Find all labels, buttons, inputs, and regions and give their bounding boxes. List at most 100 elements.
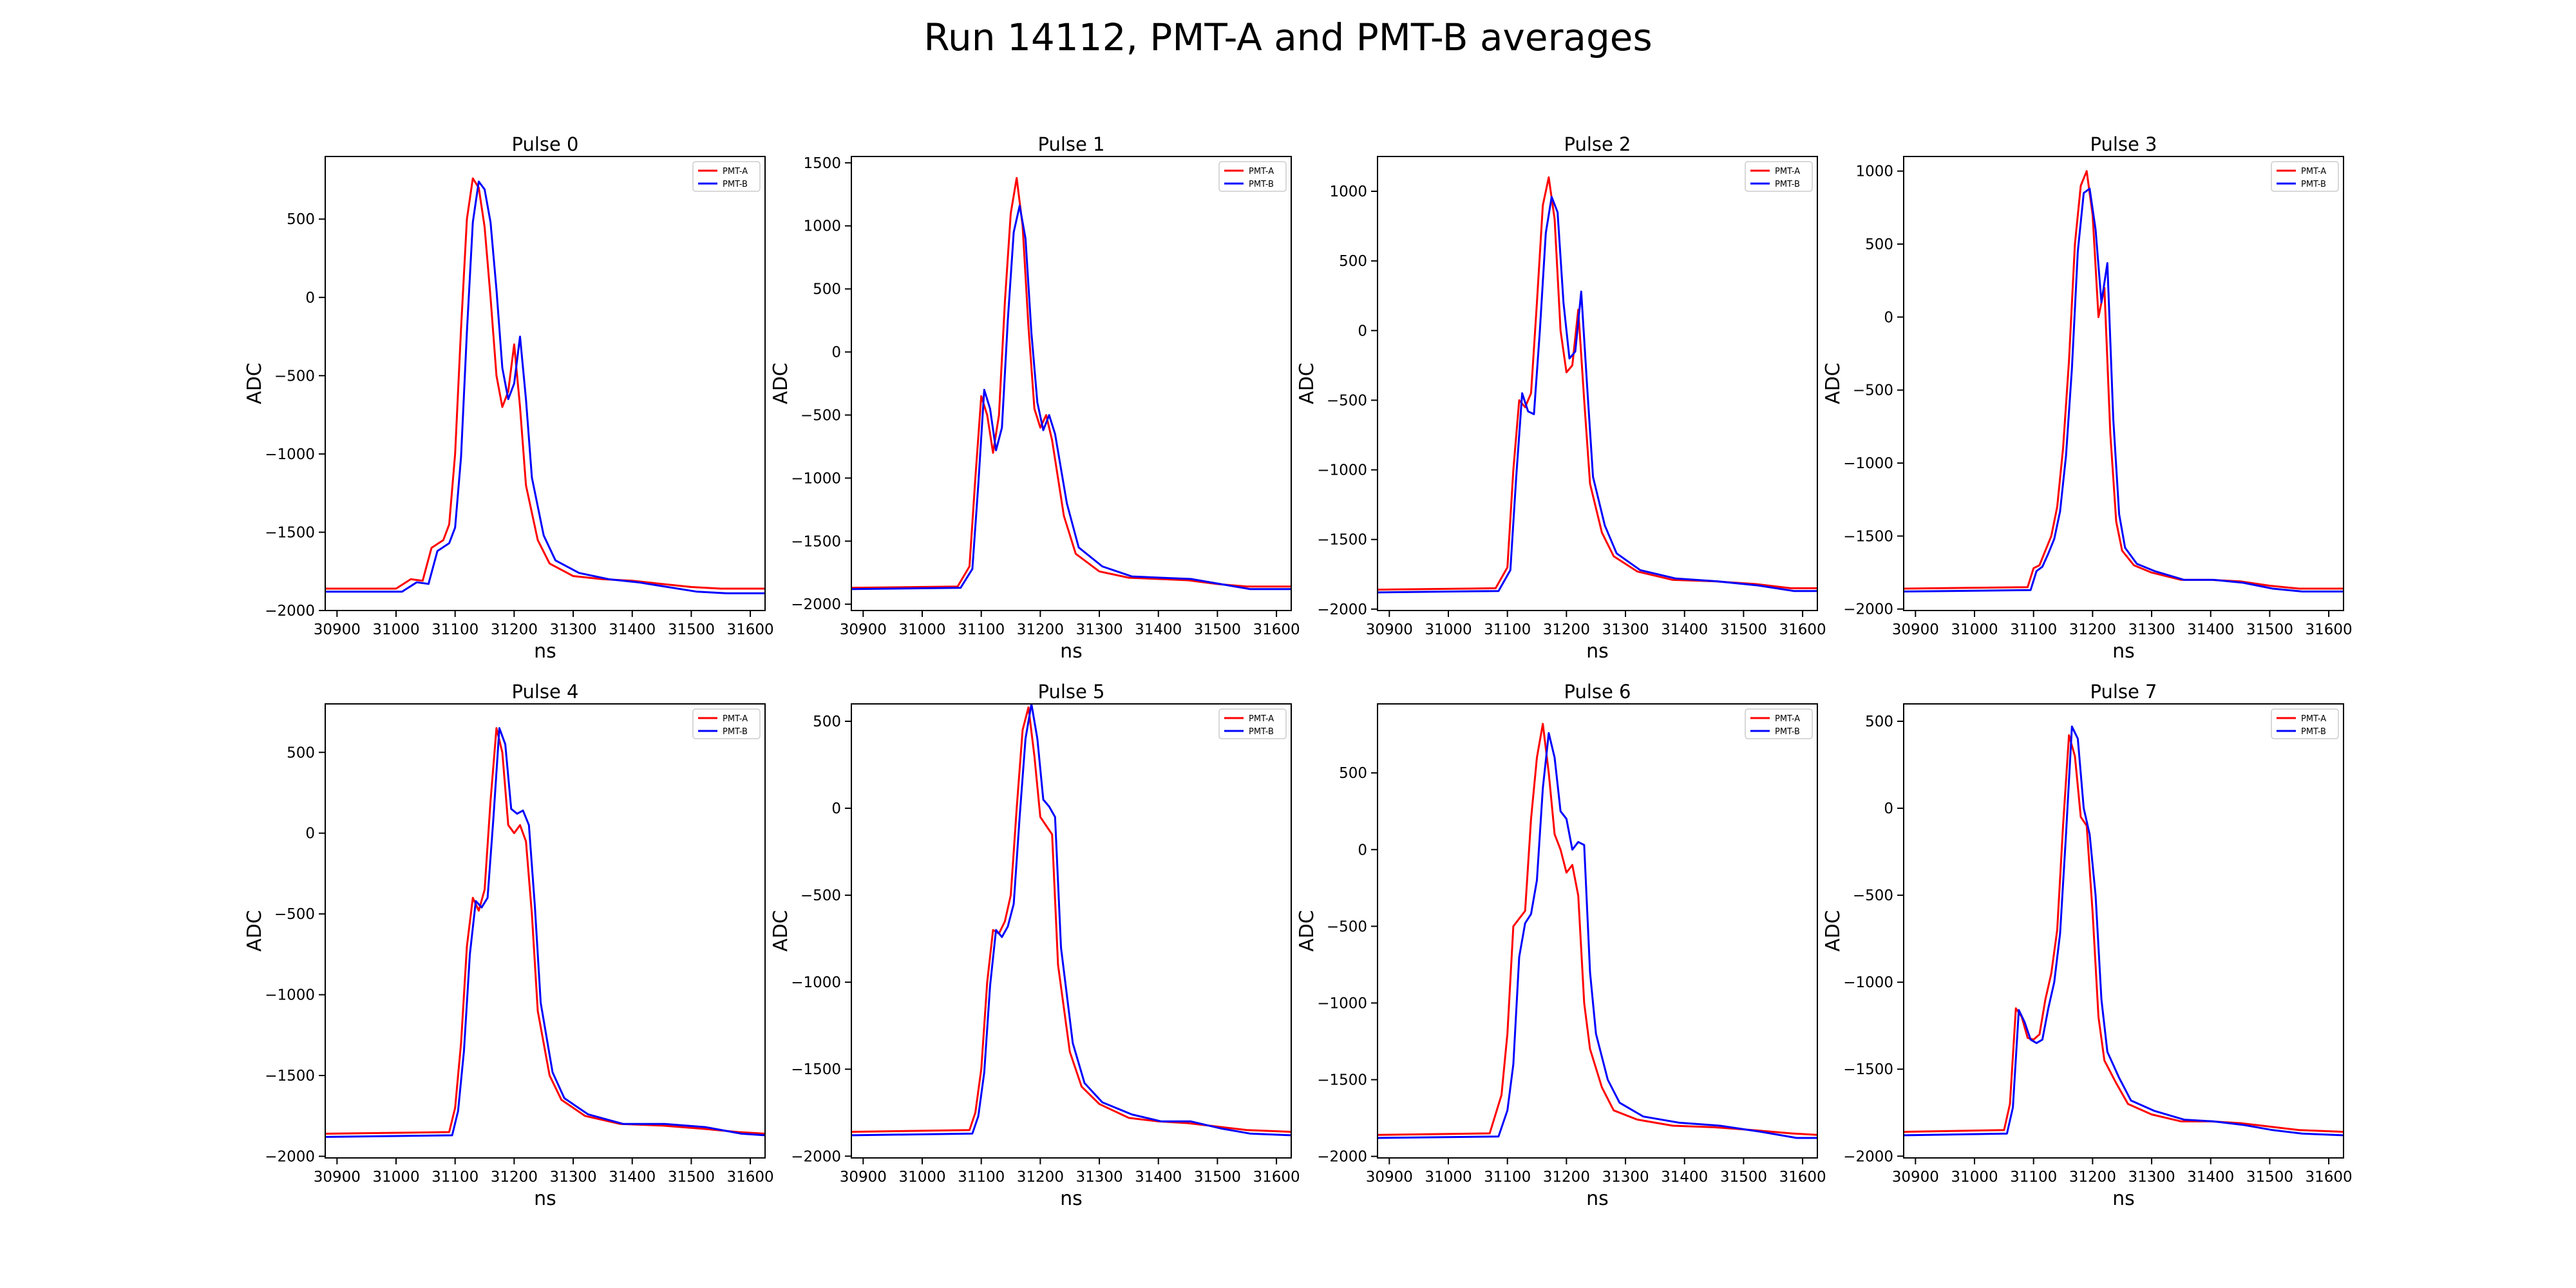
series-line-pmt-a (1904, 170, 2344, 590)
legend: PMT-A PMT-B (1218, 161, 1287, 192)
legend-label: PMT-B (2301, 180, 2326, 189)
x-tick-label: 31000 (1425, 1169, 1472, 1186)
y-tick-label: −1000 (1317, 995, 1367, 1012)
series-line-pmt-a (1378, 723, 1817, 1136)
y-tick-label: −2000 (1843, 1148, 1893, 1165)
legend: PMT-A PMT-B (692, 161, 761, 192)
series-line-pmt-b (851, 704, 1291, 1137)
y-tick-label: 500 (1865, 714, 1893, 730)
y-axis-label: ADC (770, 910, 792, 952)
panel-6: 30900 31000 31100 31200 31300 31400 31500 31600… (1296, 681, 1826, 1210)
legend-label: PMT-B (723, 727, 748, 737)
y-tick-label: 500 (287, 744, 315, 761)
y-tick-label: −1500 (265, 524, 315, 541)
y-tick-label: −1000 (1317, 462, 1367, 479)
x-tick-label: 31200 (1017, 1169, 1064, 1186)
y-tick-label: 1500 (803, 155, 841, 172)
legend-label: PMT-B (1249, 727, 1274, 737)
legend-label: PMT-A (723, 714, 748, 724)
x-tick-label: 31500 (1720, 1169, 1767, 1186)
series-line-pmt-b (1378, 732, 1817, 1139)
series-line-pmt-b (325, 727, 765, 1138)
y-axis-label: ADC (1296, 910, 1318, 952)
panel-title: Pulse 5 (1037, 681, 1104, 703)
legend-label: PMT-A (1775, 167, 1800, 176)
panel-1: 30900 31000 31100 31200 31300 31400 31500 31600… (770, 133, 1300, 663)
x-tick-label: 31500 (2246, 1169, 2293, 1186)
x-tick-label: 31400 (1661, 1169, 1708, 1186)
y-tick-label: −1500 (1317, 1072, 1367, 1089)
series-line-pmt-b (325, 180, 765, 594)
x-tick-label: 31200 (1543, 1169, 1590, 1186)
y-tick-label: −500 (800, 887, 841, 904)
series-line-pmt-a (1378, 176, 1817, 591)
panel-7: 30900 31000 31100 31200 31300 31400 31500 31600… (1822, 681, 2353, 1210)
y-tick-label: −1000 (791, 974, 841, 991)
y-tick-label: 0 (1884, 800, 1893, 817)
y-tick-label: −1500 (1317, 532, 1367, 549)
x-axis-label: ns (1586, 640, 1609, 663)
x-axis-label: ns (534, 640, 556, 663)
x-tick-label: 31400 (1135, 621, 1182, 638)
y-tick-label: −1000 (1843, 974, 1893, 991)
y-tick-label: 0 (1358, 842, 1367, 858)
y-tick-label: −1500 (791, 1061, 841, 1078)
series-line-pmt-a (325, 727, 765, 1135)
x-tick-label: 31600 (726, 1169, 773, 1186)
x-tick-label: 31300 (1075, 621, 1122, 638)
x-tick-label: 31000 (1425, 621, 1472, 638)
y-tick-label: 500 (1865, 236, 1893, 253)
y-tick-label: 0 (831, 800, 841, 817)
x-tick-label: 31300 (2128, 621, 2175, 638)
legend-label: PMT-A (1775, 714, 1800, 724)
x-tick-label: 30900 (1366, 1169, 1413, 1186)
y-tick-label: −500 (274, 368, 315, 384)
y-tick-label: −500 (1327, 918, 1367, 935)
x-tick-label: 31000 (1951, 1169, 1998, 1186)
x-tick-label: 31100 (1484, 621, 1531, 638)
x-tick-label: 31300 (549, 1169, 596, 1186)
y-tick-label: −2000 (791, 1148, 841, 1165)
x-axis-label: ns (1060, 1188, 1083, 1210)
x-axis-label: ns (1060, 640, 1083, 663)
y-tick-label: −500 (1853, 383, 1893, 399)
x-tick-label: 31400 (2187, 621, 2234, 638)
x-tick-label: 31400 (2187, 1169, 2234, 1186)
y-tick-label: 1000 (1855, 164, 1893, 180)
plot-frame (851, 156, 1292, 611)
y-tick-label: −500 (274, 906, 315, 923)
series-line-pmt-b (851, 204, 1291, 591)
legend-label: PMT-A (2301, 167, 2326, 176)
y-tick-label: 1000 (803, 218, 841, 235)
panel-title: Pulse 7 (2090, 681, 2157, 703)
x-tick-label: 31200 (2069, 621, 2116, 638)
legend: PMT-A PMT-B (2271, 161, 2339, 192)
y-tick-label: 0 (1884, 309, 1893, 326)
y-tick-label: −1000 (1843, 455, 1893, 472)
x-tick-label: 31000 (372, 621, 419, 638)
legend-label: PMT-B (1249, 180, 1274, 189)
legend-label: PMT-A (2301, 714, 2326, 724)
panel-title: Pulse 3 (2090, 133, 2157, 155)
x-tick-label: 31100 (2010, 621, 2057, 638)
x-tick-label: 31400 (1661, 621, 1708, 638)
panel-title: Pulse 0 (511, 133, 578, 155)
x-axis-label: ns (1586, 1188, 1609, 1210)
legend-label: PMT-B (2301, 727, 2326, 737)
x-tick-label: 31100 (2010, 1169, 2057, 1186)
x-tick-label: 31400 (609, 1169, 656, 1186)
x-tick-label: 30900 (1892, 621, 1939, 638)
x-tick-label: 31200 (1017, 621, 1064, 638)
panel-title: Pulse 2 (1564, 133, 1631, 155)
x-tick-label: 31500 (2246, 621, 2293, 638)
y-tick-label: −2000 (1843, 601, 1893, 618)
y-tick-label: −500 (1853, 887, 1893, 904)
x-tick-label: 31300 (1075, 1169, 1122, 1186)
y-tick-label: −1000 (265, 987, 315, 1004)
panel-0: 30900 31000 31100 31200 31300 31400 31500 31600… (243, 133, 774, 663)
x-tick-label: 30900 (1366, 621, 1413, 638)
panel-title: Pulse 6 (1564, 681, 1631, 703)
x-tick-label: 31000 (898, 1169, 945, 1186)
x-tick-label: 31600 (2305, 1169, 2352, 1186)
